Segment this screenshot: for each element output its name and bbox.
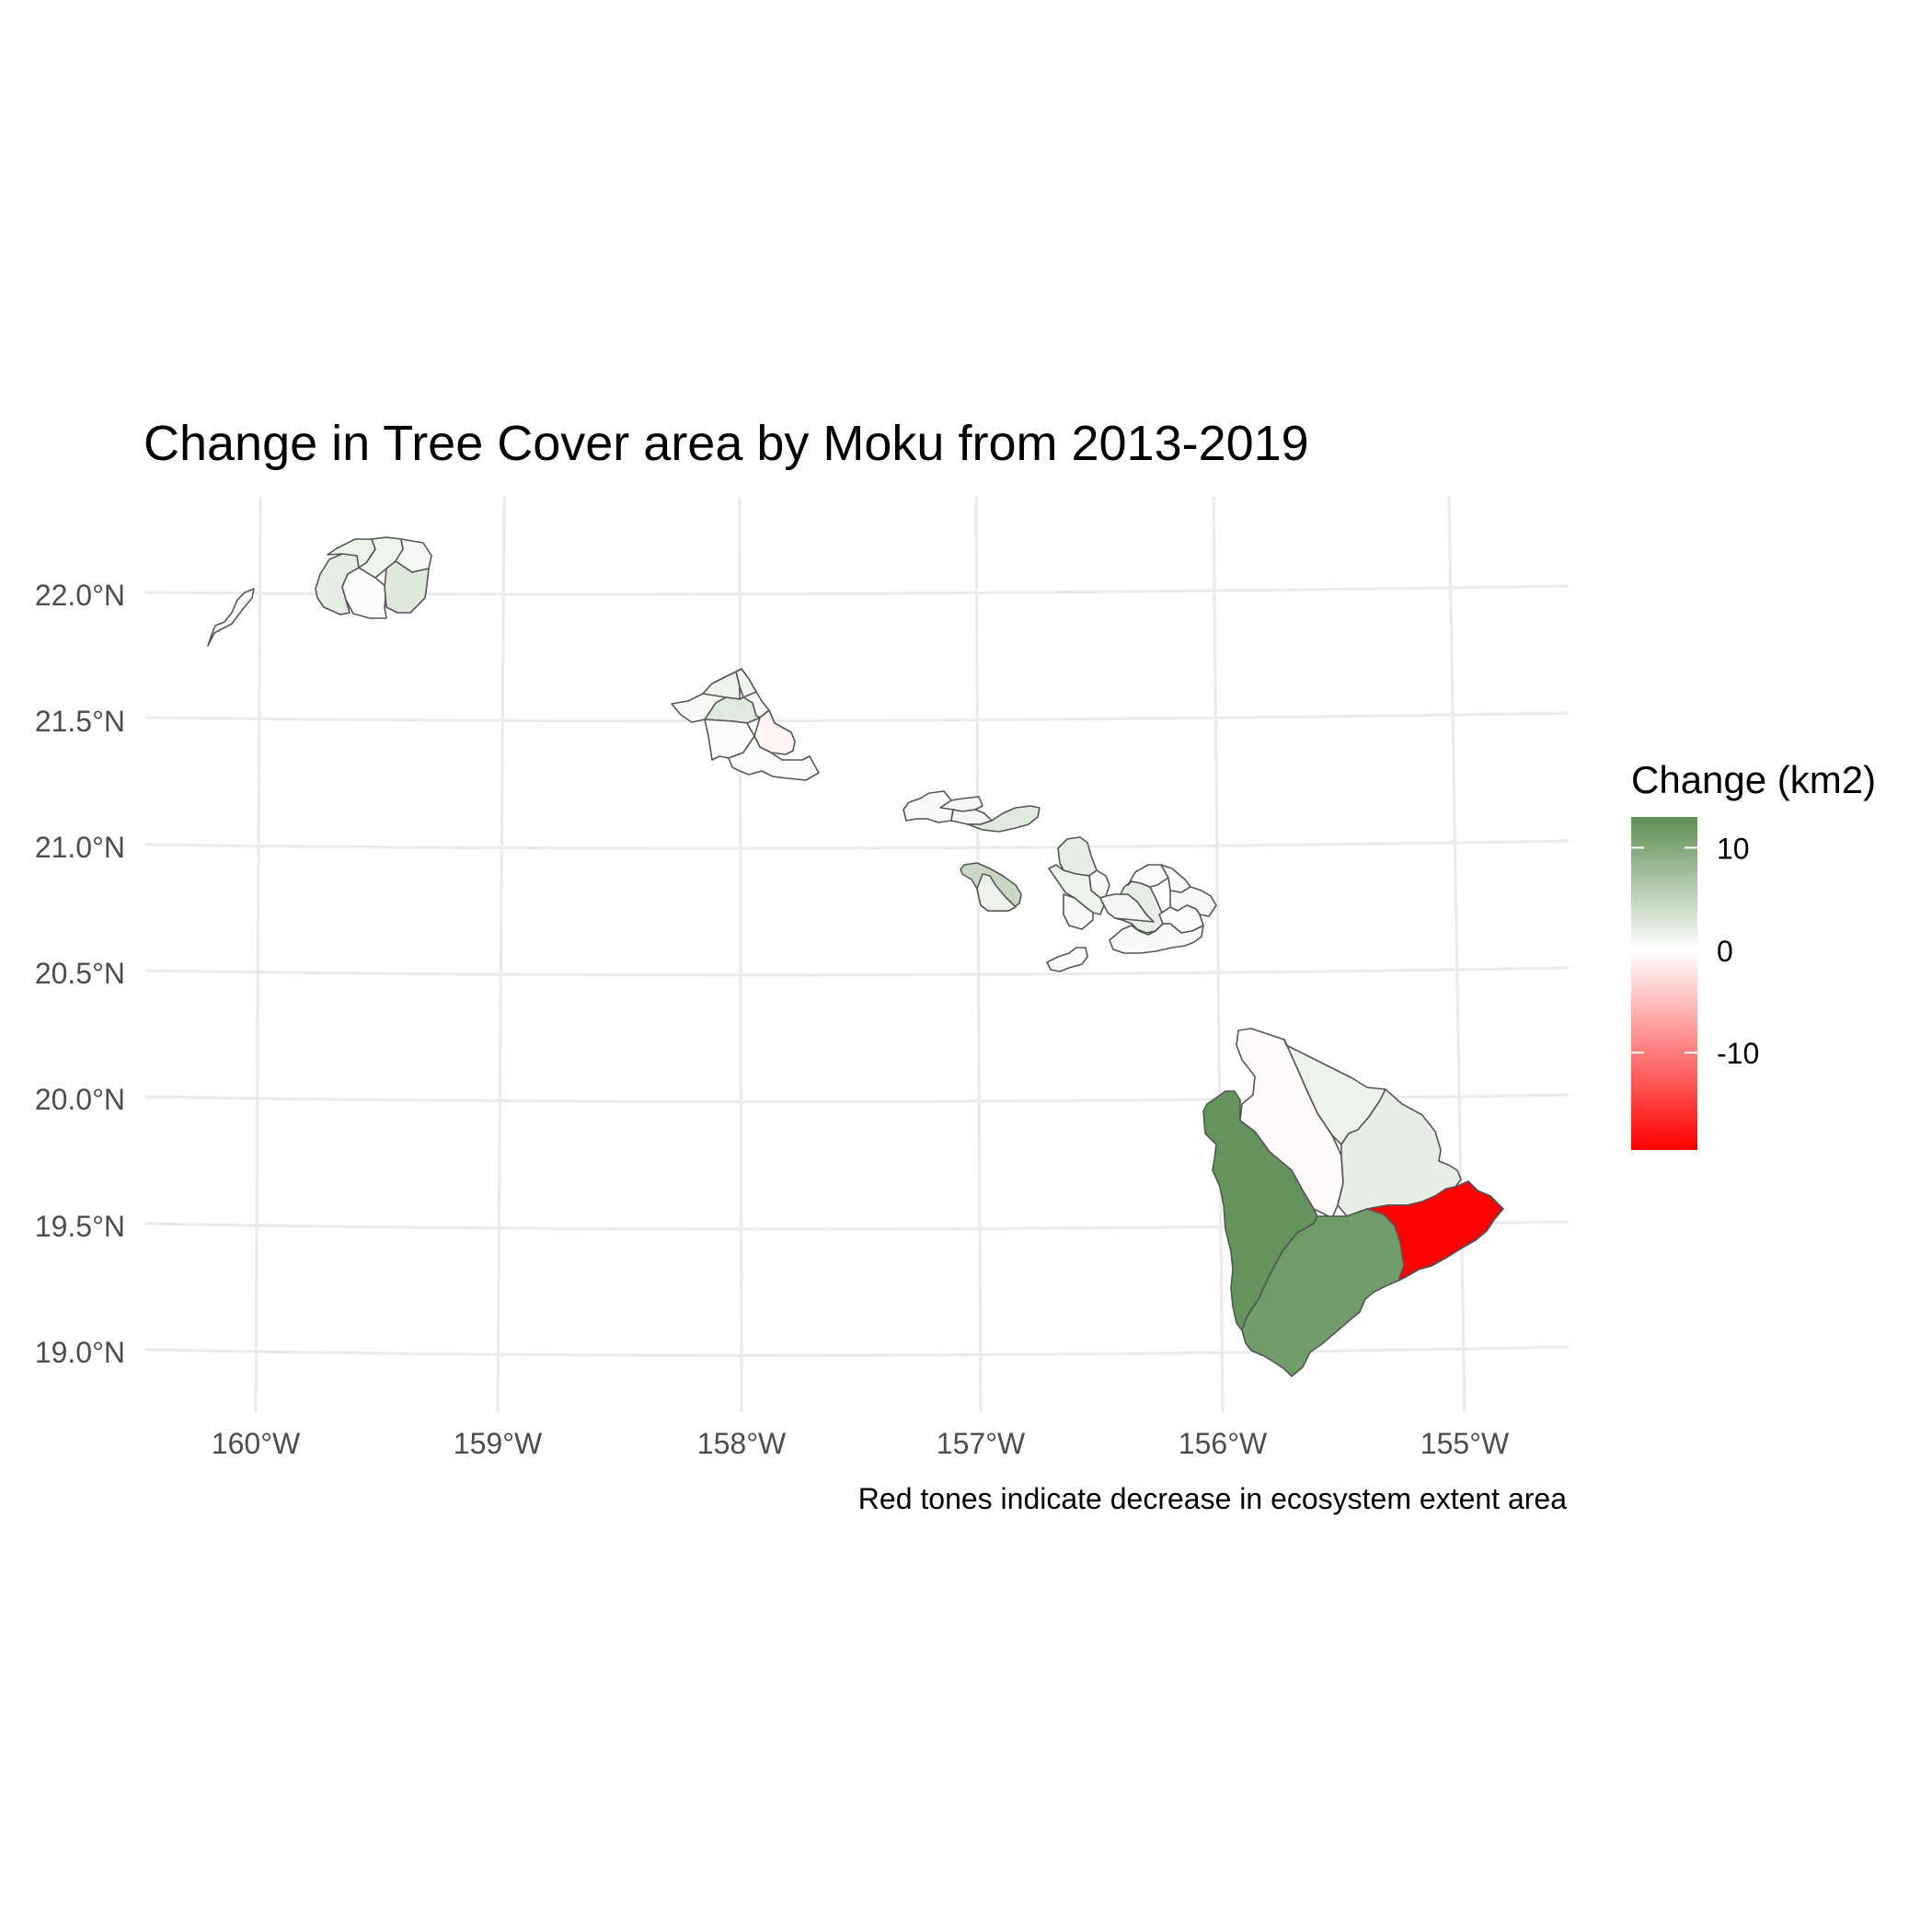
moku-region-maui-27 (1127, 864, 1169, 888)
moku-region-lanai-20 (976, 873, 1017, 912)
grid-line-lon-156 (1212, 496, 1225, 1413)
y-tick-label: 22.0°N (35, 579, 125, 612)
y-tick-label: 21.0°N (35, 831, 125, 864)
y-tick-label: 19.5°N (35, 1210, 125, 1243)
moku-region-kauai-3 (341, 567, 387, 619)
moku-region-hawaii-38 (1366, 1180, 1504, 1282)
x-axis-tick-labels: 160°W 159°W 158°W 157°W 156°W 155°W (212, 1427, 1510, 1460)
y-tick-label: 20.0°N (35, 1083, 125, 1116)
x-tick-label: 158°W (697, 1427, 787, 1460)
y-tick-label: 20.5°N (35, 957, 125, 990)
map-title: Change in Tree Cover area by Moku from 2… (144, 416, 1309, 471)
grid-line-lon-157 (974, 496, 983, 1413)
moku-region-maui-24 (1063, 893, 1094, 930)
grid-line-lon-160 (254, 496, 262, 1413)
x-tick-label: 156°W (1179, 1427, 1268, 1460)
moku-region-niihau-1 (207, 588, 255, 647)
moku-regions (207, 536, 1504, 1377)
moku-region-maui-31 (1109, 923, 1204, 954)
y-tick-label: 21.5°N (35, 705, 125, 738)
moku-region-kahoolawe-32 (1046, 947, 1088, 972)
x-tick-label: 160°W (212, 1427, 301, 1460)
moku-region-hawaii-36 (1202, 1090, 1318, 1331)
legend-ticks: 10 0 -10 (1631, 832, 1759, 1070)
moku-region-maui-26 (1114, 880, 1171, 934)
moku-region-oahu-14 (728, 735, 820, 781)
legend: Change (km2) 10 0 -10 (1631, 758, 1876, 1150)
moku-region-oahu-9 (702, 671, 741, 700)
legend-tick-label: 0 (1717, 935, 1733, 968)
legend-title: Change (km2) (1631, 758, 1876, 801)
grid-line-lon-155 (1447, 496, 1466, 1413)
x-tick-label: 159°W (454, 1427, 543, 1460)
grid-line-lat-19 (144, 1345, 1570, 1357)
graticule (144, 496, 1570, 1413)
moku-region-molokai-18 (967, 805, 1041, 833)
grid-line-lon-159 (496, 496, 506, 1413)
grid-line-lat-20-5 (144, 966, 1570, 977)
map-caption: Red tones indicate decrease in ecosystem… (858, 1482, 1567, 1515)
grid-line-lat-21-5 (144, 711, 1570, 723)
moku-region-kauai-7 (384, 560, 430, 614)
x-tick-label: 155°W (1420, 1427, 1510, 1460)
legend-tick-label: -10 (1717, 1037, 1759, 1070)
grid-line-lat-21 (144, 839, 1570, 850)
y-tick-label: 19.0°N (35, 1336, 125, 1369)
moku-region-hawaii-37 (1241, 1208, 1405, 1377)
y-axis-tick-labels: 22.0°N 21.5°N 21.0°N 20.5°N 20.0°N 19.5°N 19.0… (35, 579, 125, 1369)
legend-colorbar (1631, 817, 1697, 1150)
x-tick-label: 157°W (937, 1427, 1026, 1460)
grid-line-lon-158 (738, 496, 743, 1413)
moku-region-oahu-11 (735, 668, 757, 698)
legend-tick-label: 10 (1717, 832, 1750, 865)
